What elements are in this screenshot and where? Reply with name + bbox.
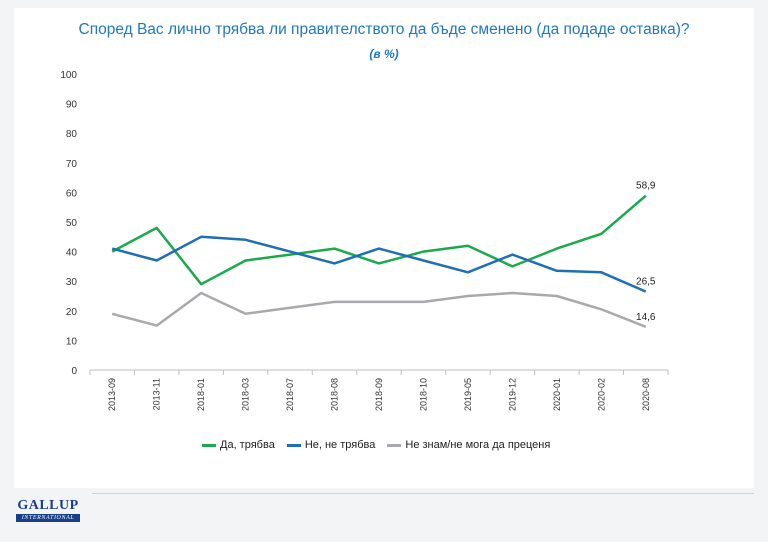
x-tick-label: 2013-09 — [107, 378, 117, 411]
data-label: 58,9 — [636, 181, 656, 192]
data-label: 26,5 — [636, 277, 656, 288]
x-tick-label: 2019-12 — [507, 378, 517, 411]
gallup-logo: GALLUP INTERNATIONAL — [16, 499, 80, 522]
y-tick-label: 50 — [66, 218, 78, 229]
y-tick-label: 90 — [66, 100, 78, 111]
y-tick-label: 20 — [66, 307, 78, 318]
legend-label-dont-know: Не знам/не мога да преценя — [405, 439, 551, 451]
chart-legend: Да, трябва Не, не трябва Не знам/не мога… — [190, 434, 563, 456]
y-tick-label: 70 — [66, 159, 78, 170]
logo-sub-text: INTERNATIONAL — [16, 514, 80, 522]
y-tick-label: 0 — [71, 366, 77, 377]
x-tick-label: 2018-10 — [418, 378, 428, 411]
y-tick-label: 60 — [66, 188, 78, 199]
y-tick-label: 10 — [66, 336, 78, 347]
x-tick-label: 2018-08 — [330, 378, 340, 411]
x-tick-label: 2020-02 — [596, 378, 606, 411]
legend-item-yes: Да, трябва — [202, 439, 275, 451]
logo-main-text: GALLUP — [17, 498, 79, 513]
legend-item-dont-know: Не знам/не мога да преценя — [387, 439, 550, 451]
series-line-yes — [111, 194, 647, 286]
chart-card — [14, 8, 754, 488]
x-tick-label: 2013-11 — [152, 378, 162, 410]
legend-swatch-dont-know — [387, 443, 402, 447]
y-tick-label: 30 — [66, 277, 78, 288]
data-label: 14,6 — [636, 312, 656, 323]
x-tick-label: 2018-03 — [241, 378, 251, 411]
chart-subtitle: (в %) — [369, 47, 399, 61]
chart-title: Според Вас лично трябва ли правителствот… — [78, 21, 690, 38]
legend-swatch-yes — [202, 443, 216, 447]
series-line-dont-know — [111, 291, 647, 328]
y-tick-label: 100 — [60, 70, 77, 81]
legend-swatch-no — [286, 443, 301, 447]
legend-label-no: Не, не трябва — [304, 439, 376, 451]
legend-label-yes: Да, трябва — [220, 439, 275, 451]
x-tick-label: 2018-09 — [374, 378, 384, 411]
series-line-no — [111, 235, 647, 293]
x-tick-label: 2020-01 — [552, 378, 562, 411]
y-tick-label: 40 — [66, 248, 78, 259]
x-tick-label: 2018-07 — [285, 378, 295, 411]
legend-item-no: Не, не трябва — [286, 439, 376, 451]
footer-divider — [92, 493, 754, 494]
y-tick-label: 80 — [66, 129, 78, 140]
x-tick-label: 2019-05 — [463, 378, 473, 411]
x-tick-label: 2020-08 — [641, 378, 651, 411]
x-tick-label: 2018-01 — [196, 378, 206, 411]
